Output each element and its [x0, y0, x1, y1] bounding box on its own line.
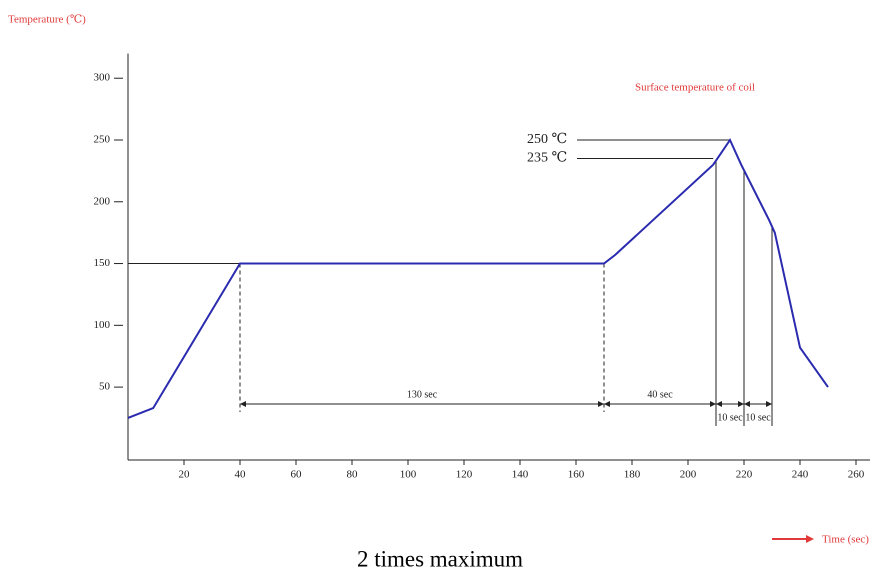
x-axis-label: Time (sec)	[822, 534, 869, 546]
span-arrow	[766, 401, 772, 407]
level-label: 235 ℃	[527, 151, 567, 166]
x-tick-label: 80	[347, 469, 359, 481]
level-label: 250 ℃	[527, 132, 567, 147]
span-arrow	[604, 401, 610, 407]
y-tick-label: 150	[94, 257, 111, 269]
span-arrow	[598, 401, 604, 407]
x-tick-label: 240	[792, 469, 809, 481]
span-label: 10 sec	[745, 412, 771, 423]
chart-title: Temperature (℃)	[8, 14, 86, 26]
span-arrow	[716, 401, 722, 407]
x-tick-label: 140	[512, 469, 529, 481]
span-arrow	[744, 401, 750, 407]
x-tick-label: 220	[736, 469, 753, 481]
span-label: 10 sec	[717, 412, 743, 423]
x-tick-label: 20	[179, 469, 191, 481]
y-tick-label: 200	[94, 195, 111, 207]
x-tick-label: 260	[848, 469, 865, 481]
y-tick-label: 250	[94, 134, 111, 146]
time-arrow-head	[806, 535, 814, 543]
chart-subtitle: Surface temperature of coil	[635, 82, 755, 94]
span-arrow	[710, 401, 716, 407]
span-label: 40 sec	[647, 389, 673, 400]
temperature-line	[127, 137, 829, 419]
x-tick-label: 100	[400, 469, 417, 481]
span-arrow	[240, 401, 246, 407]
span-label: 130 sec	[407, 389, 438, 400]
x-tick-label: 180	[624, 469, 641, 481]
caption: 2 times maximum	[357, 546, 523, 571]
x-tick-label: 120	[456, 469, 473, 481]
y-tick-label: 50	[99, 381, 111, 393]
span-arrow	[738, 401, 744, 407]
y-tick-label: 100	[94, 319, 111, 331]
x-tick-label: 200	[680, 469, 697, 481]
y-tick-label: 300	[94, 72, 111, 84]
x-tick-label: 40	[235, 469, 247, 481]
x-tick-label: 60	[291, 469, 303, 481]
x-tick-label: 160	[568, 469, 585, 481]
